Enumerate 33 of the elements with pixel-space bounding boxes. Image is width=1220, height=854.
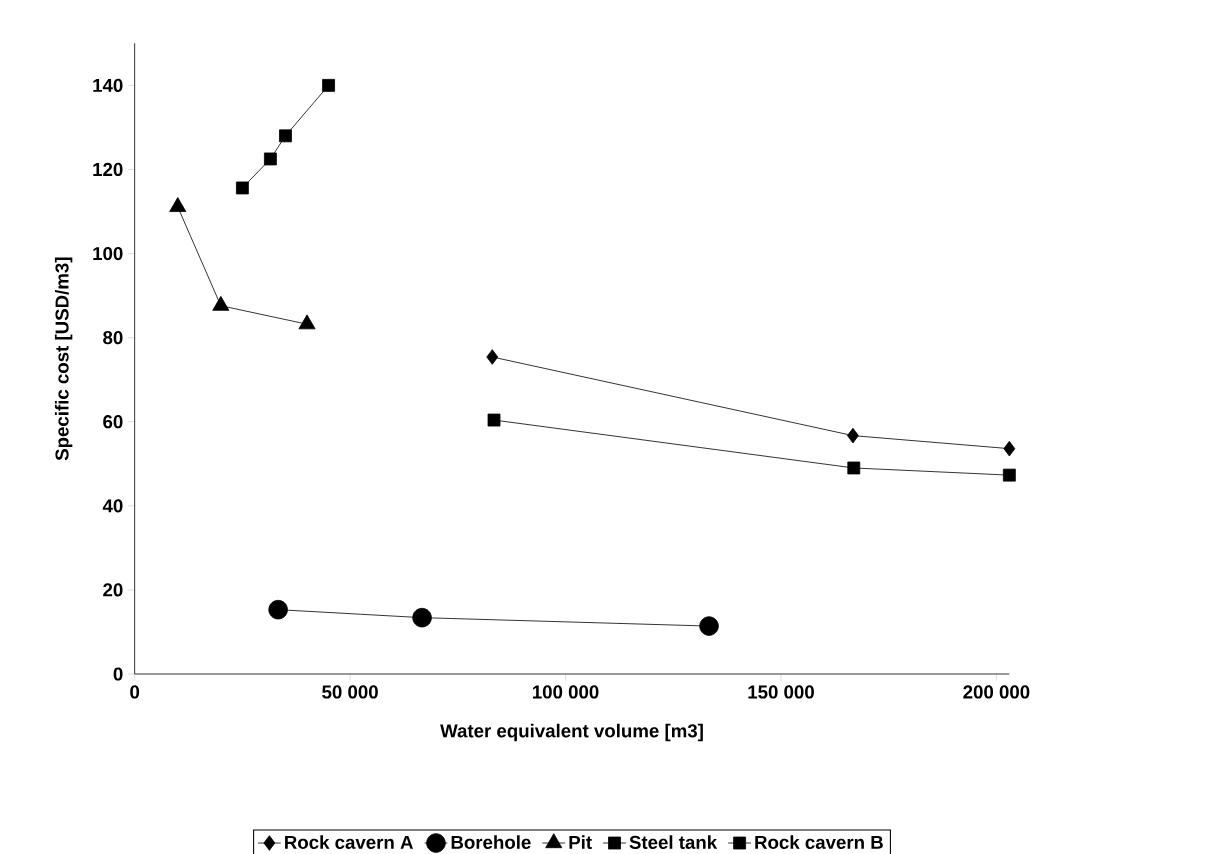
x-axis-title: Water equivalent volume [m3] (440, 723, 703, 742)
y-tick-label: 60 (103, 415, 123, 429)
x-tick-label: 200 000 (963, 685, 1030, 699)
y-axis-title: Specific cost [USD/m3] (54, 257, 73, 461)
point (322, 78, 335, 92)
legend-label: Steel tank (629, 835, 718, 849)
point (847, 427, 859, 444)
point (235, 181, 249, 195)
y-tick-label: 40 (102, 499, 123, 513)
point (268, 599, 288, 620)
point (699, 616, 719, 636)
x-tick-label: 100 000 (532, 685, 599, 699)
point (487, 413, 501, 427)
legend-label: Borehole (451, 835, 531, 849)
point (279, 129, 292, 143)
x-tick-label: 150 000 (748, 685, 814, 699)
point (1002, 468, 1016, 482)
y-tick-label: 100 (93, 246, 123, 261)
y-tick-label: 0 (113, 667, 123, 681)
y-tick-label: 140 (93, 78, 123, 92)
x-tick-label: 0 (130, 685, 140, 699)
point (1003, 440, 1016, 457)
legend-label: Rock cavern B (755, 835, 883, 849)
y-tick-label: 120 (93, 162, 123, 177)
x-tick-label: 50 000 (322, 685, 378, 699)
legend-label: Rock cavern A (285, 835, 413, 849)
legend-label: Pit (569, 835, 592, 849)
point (847, 461, 861, 475)
y-tick-label: 80 (103, 331, 123, 345)
point (412, 607, 432, 628)
point (486, 349, 499, 365)
point (264, 152, 277, 166)
y-tick-label: 20 (103, 583, 123, 597)
